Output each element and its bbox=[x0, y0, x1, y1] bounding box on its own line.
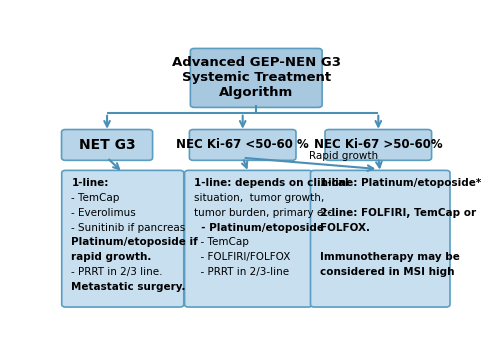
Text: - Platinum/etoposide: - Platinum/etoposide bbox=[194, 223, 324, 232]
Text: situation,  tumor growth,: situation, tumor growth, bbox=[194, 193, 324, 203]
Text: NEC Ki-67 <50-60 %: NEC Ki-67 <50-60 % bbox=[176, 139, 309, 151]
Text: 1-line: Platinum/etoposide*: 1-line: Platinum/etoposide* bbox=[320, 179, 482, 188]
FancyBboxPatch shape bbox=[62, 129, 152, 160]
Text: - PRRT in 2/3 line.: - PRRT in 2/3 line. bbox=[72, 267, 163, 277]
FancyBboxPatch shape bbox=[325, 129, 432, 160]
Text: Metastatic surgery.: Metastatic surgery. bbox=[72, 282, 186, 292]
Text: - Everolimus: - Everolimus bbox=[72, 208, 136, 218]
Text: - PRRT in 2/3-line: - PRRT in 2/3-line bbox=[194, 267, 290, 277]
Text: 2-line: FOLFIRI, TemCap or: 2-line: FOLFIRI, TemCap or bbox=[320, 208, 476, 218]
FancyBboxPatch shape bbox=[310, 171, 450, 307]
Text: FOLFOX.: FOLFOX. bbox=[320, 223, 370, 232]
Text: - TemCap: - TemCap bbox=[194, 237, 249, 247]
Text: NET G3: NET G3 bbox=[79, 138, 136, 152]
FancyBboxPatch shape bbox=[190, 48, 322, 108]
FancyBboxPatch shape bbox=[190, 129, 296, 160]
Text: Platinum/etoposide if: Platinum/etoposide if bbox=[72, 237, 198, 247]
Text: Advanced GEP-NEN G3
Systemic Treatment
Algorithm: Advanced GEP-NEN G3 Systemic Treatment A… bbox=[172, 56, 341, 100]
Text: Rapid growth: Rapid growth bbox=[308, 151, 378, 161]
Text: - Sunitinib if pancreas: - Sunitinib if pancreas bbox=[72, 223, 186, 232]
Text: NEC Ki-67 >50-60%: NEC Ki-67 >50-60% bbox=[314, 139, 442, 151]
Text: - TemCap: - TemCap bbox=[72, 193, 120, 203]
Text: tumor burden, primary etc.: tumor burden, primary etc. bbox=[194, 208, 337, 218]
FancyBboxPatch shape bbox=[62, 171, 184, 307]
Text: 1-line:: 1-line: bbox=[72, 179, 109, 188]
Text: considered in MSI high: considered in MSI high bbox=[320, 267, 454, 277]
Text: 1-line: depends on clinical: 1-line: depends on clinical bbox=[194, 179, 349, 188]
Text: Immunotherapy may be: Immunotherapy may be bbox=[320, 252, 460, 262]
FancyBboxPatch shape bbox=[184, 171, 312, 307]
Text: - FOLFIRI/FOLFOX: - FOLFIRI/FOLFOX bbox=[194, 252, 290, 262]
Text: rapid growth.: rapid growth. bbox=[72, 252, 152, 262]
